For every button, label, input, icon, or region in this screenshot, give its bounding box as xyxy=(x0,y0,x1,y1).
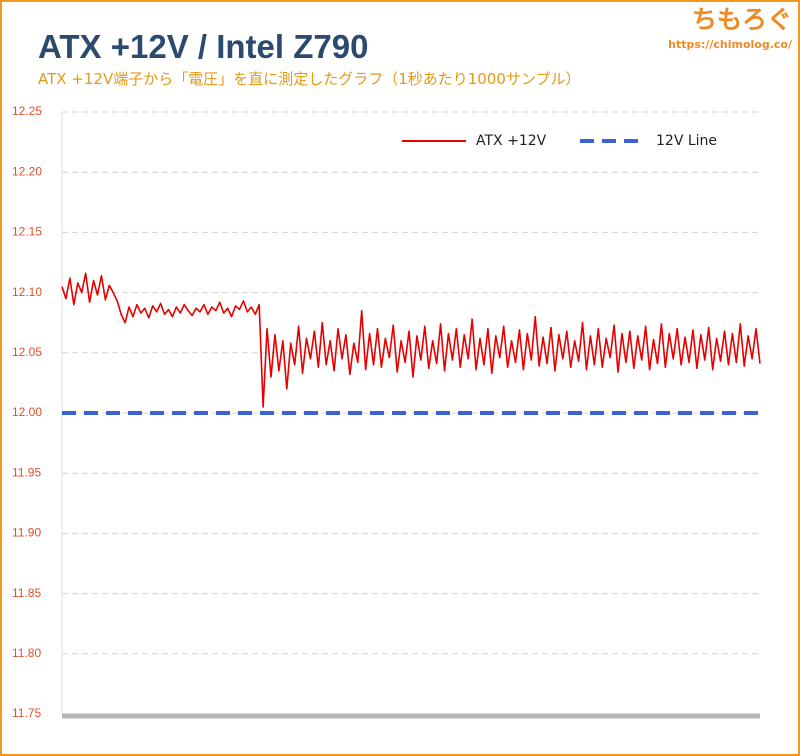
logo: ちもろぐ xyxy=(692,5,792,34)
data-line xyxy=(61,272,761,408)
chart-subtitle: ATX +12V端子から「電圧」を直に測定したグラフ（1秒あたり1000サンプル… xyxy=(38,70,581,88)
y-tick-label: 11.95 xyxy=(12,465,41,479)
y-tick-label: 11.85 xyxy=(12,586,41,600)
y-tick-label: 12.05 xyxy=(12,345,42,359)
y-tick-label: 12.15 xyxy=(12,225,42,239)
y-tick-label: 12.10 xyxy=(12,285,42,299)
y-tick-label: 12.25 xyxy=(12,104,42,118)
legend-label: 12V Line xyxy=(656,133,717,149)
y-tick-label: 11.90 xyxy=(12,526,41,540)
legend-label: ATX +12V xyxy=(476,133,547,149)
y-tick-label: 12.20 xyxy=(12,164,42,178)
chart-title: ATX +12V / Intel Z790 xyxy=(38,28,368,65)
y-tick-label: 11.75 xyxy=(12,706,41,720)
y-tick-label: 11.80 xyxy=(12,646,41,660)
y-tick-label: 12.00 xyxy=(12,405,42,419)
logo-url: https://chimolog.co/ xyxy=(668,38,793,51)
